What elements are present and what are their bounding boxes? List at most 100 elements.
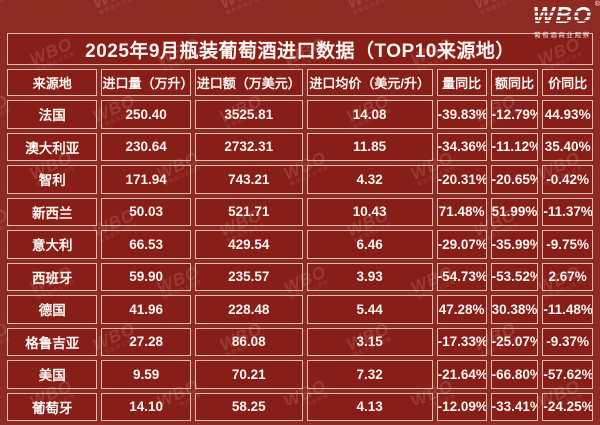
cell-value: 235.57 [194, 262, 303, 291]
wbo-logo-wordmark: WBO ® [530, 1, 600, 28]
cell-value: 70.21 [194, 360, 303, 389]
cell-region: 美国 [7, 360, 98, 389]
cell-region: 格鲁吉亚 [7, 327, 98, 356]
cell-value: 9.59 [101, 360, 191, 389]
column-header-1: 进口量（万升） [101, 69, 191, 96]
wbo-watermark: WBO葡萄酒商业观察 [217, 0, 267, 17]
cell-value: -0.42% [542, 165, 593, 194]
cell-value: -17.33% [436, 327, 487, 356]
table-row: 澳大利亚 230.64 2732.31 11.85 -34.36% -11.12% 35.4… [7, 132, 593, 161]
cell-value: 71.48% [436, 197, 487, 226]
cell-value: -54.73% [436, 262, 487, 291]
cell-value: 50.03 [101, 197, 191, 226]
table-row: 智利 171.94 743.21 4.32 -20.31% -20.65% -0.42% [7, 165, 593, 194]
wbo-logo-subtext: 葡萄酒商业观察 [534, 32, 591, 39]
cell-value: 2.67% [542, 262, 593, 291]
cell-value: 59.90 [101, 262, 191, 291]
cell-value: 58.25 [194, 392, 303, 421]
column-header-6: 价同比 [542, 69, 593, 96]
cell-value: -11.12% [490, 132, 539, 161]
table-row: 意大利 66.53 429.54 6.46 -29.07% -35.99% -9.75% [7, 230, 593, 259]
table-row: 美国 9.59 70.21 7.32 -21.64% -66.80% -57.62% [7, 360, 593, 389]
cell-value: 35.40% [542, 132, 593, 161]
cell-value: -20.65% [490, 165, 539, 194]
import-data-table-wrap: 2025年9月瓶装葡萄酒进口数据（TOP10来源地） 来源地 进口量（万升） 进口额… [3, 29, 597, 425]
import-data-table: 2025年9月瓶装葡萄酒进口数据（TOP10来源地） 来源地 进口量（万升） 进口额… [3, 29, 597, 425]
cell-value: 6.46 [306, 230, 433, 259]
cell-value: 47.28% [436, 295, 487, 324]
cell-value: 27.28 [101, 327, 191, 356]
cell-value: -9.37% [542, 327, 593, 356]
cell-value: 14.08 [306, 100, 433, 129]
cell-value: 3.93 [306, 262, 433, 291]
cell-value: -9.75% [542, 230, 593, 259]
cell-value: 230.64 [101, 132, 191, 161]
cell-region: 葡萄牙 [7, 392, 98, 421]
cell-value: 41.96 [101, 295, 191, 324]
cell-value: 429.54 [194, 230, 303, 259]
cell-value: -11.37% [542, 197, 593, 226]
cell-region: 智利 [7, 165, 98, 194]
registered-trademark-icon: ® [594, 1, 600, 8]
cell-region: 法国 [7, 100, 98, 129]
cell-region: 德国 [7, 295, 98, 324]
wbo-logo-text: WBO [532, 2, 592, 28]
cell-value: 66.53 [101, 230, 191, 259]
cell-value: 7.32 [306, 360, 433, 389]
cell-value: -33.41% [490, 392, 539, 421]
table-row: 德国 41.96 228.48 5.44 47.28% 30.38% -11.48% [7, 295, 593, 324]
column-header-2: 进口额（万美元） [194, 69, 303, 96]
column-header-3: 进口均价（美元/升） [306, 69, 433, 96]
cell-value: 51.99% [490, 197, 539, 226]
header-row: 来源地 进口量（万升） 进口额（万美元） 进口均价（美元/升） 量同比 额同比 价同比 [7, 69, 593, 96]
cell-region: 意大利 [7, 230, 98, 259]
cell-value: 171.94 [101, 165, 191, 194]
column-header-5: 额同比 [490, 69, 539, 96]
cell-value: -21.64% [436, 360, 487, 389]
cell-value: -57.62% [542, 360, 593, 389]
cell-region: 西班牙 [7, 262, 98, 291]
cell-value: -11.48% [542, 295, 593, 324]
cell-value: -39.83% [436, 100, 487, 129]
cell-value: 4.32 [306, 165, 433, 194]
cell-value: -25.07% [490, 327, 539, 356]
cell-value: -29.07% [436, 230, 487, 259]
cell-value: 86.08 [194, 327, 303, 356]
table-row: 法国 250.40 3525.81 14.08 -39.83% -12.79% 44.93% [7, 100, 593, 129]
cell-value: 250.40 [101, 100, 191, 129]
cell-value: -12.09% [436, 392, 487, 421]
column-header-4: 量同比 [436, 69, 487, 96]
wbo-logo: WBO ® 葡萄酒商业观察 [530, 1, 600, 39]
cell-value: 44.93% [542, 100, 593, 129]
title-row: 2025年9月瓶装葡萄酒进口数据（TOP10来源地） [7, 33, 593, 65]
table-row: 西班牙 59.90 235.57 3.93 -54.73% -53.52% 2.67% [7, 262, 593, 291]
cell-region: 澳大利亚 [7, 132, 98, 161]
table-title: 2025年9月瓶装葡萄酒进口数据（TOP10来源地） [7, 33, 593, 65]
wbo-watermark: WBO葡萄酒商业观察 [0, 0, 13, 17]
wbo-watermark: WBO葡萄酒商业观察 [90, 0, 140, 17]
wbo-watermark: WBO葡萄酒商业观察 [471, 0, 521, 17]
cell-value: -24.25% [542, 392, 593, 421]
cell-value: 3525.81 [194, 100, 303, 129]
table-row: 格鲁吉亚 27.28 86.08 3.15 -17.33% -25.07% -9.37% [7, 327, 593, 356]
cell-value: 743.21 [194, 165, 303, 194]
cell-value: 2732.31 [194, 132, 303, 161]
wbo-watermark: WBO葡萄酒商业观察 [344, 0, 394, 17]
cell-value: 521.71 [194, 197, 303, 226]
cell-value: 30.38% [490, 295, 539, 324]
column-header-0: 来源地 [7, 69, 98, 96]
cell-region: 新西兰 [7, 197, 98, 226]
cell-value: 14.10 [101, 392, 191, 421]
cell-value: -35.99% [490, 230, 539, 259]
table-row: 新西兰 50.03 521.71 10.43 71.48% 51.99% -11.37% [7, 197, 593, 226]
cell-value: 3.15 [306, 327, 433, 356]
cell-value: 5.44 [306, 295, 433, 324]
cell-value: -34.36% [436, 132, 487, 161]
cell-value: -12.79% [490, 100, 539, 129]
cell-value: 228.48 [194, 295, 303, 324]
cell-value: -20.31% [436, 165, 487, 194]
table-row: 葡萄牙 14.10 58.25 4.13 -12.09% -33.41% -24.25% [7, 392, 593, 421]
cell-value: 4.13 [306, 392, 433, 421]
cell-value: 11.85 [306, 132, 433, 161]
cell-value: 10.43 [306, 197, 433, 226]
